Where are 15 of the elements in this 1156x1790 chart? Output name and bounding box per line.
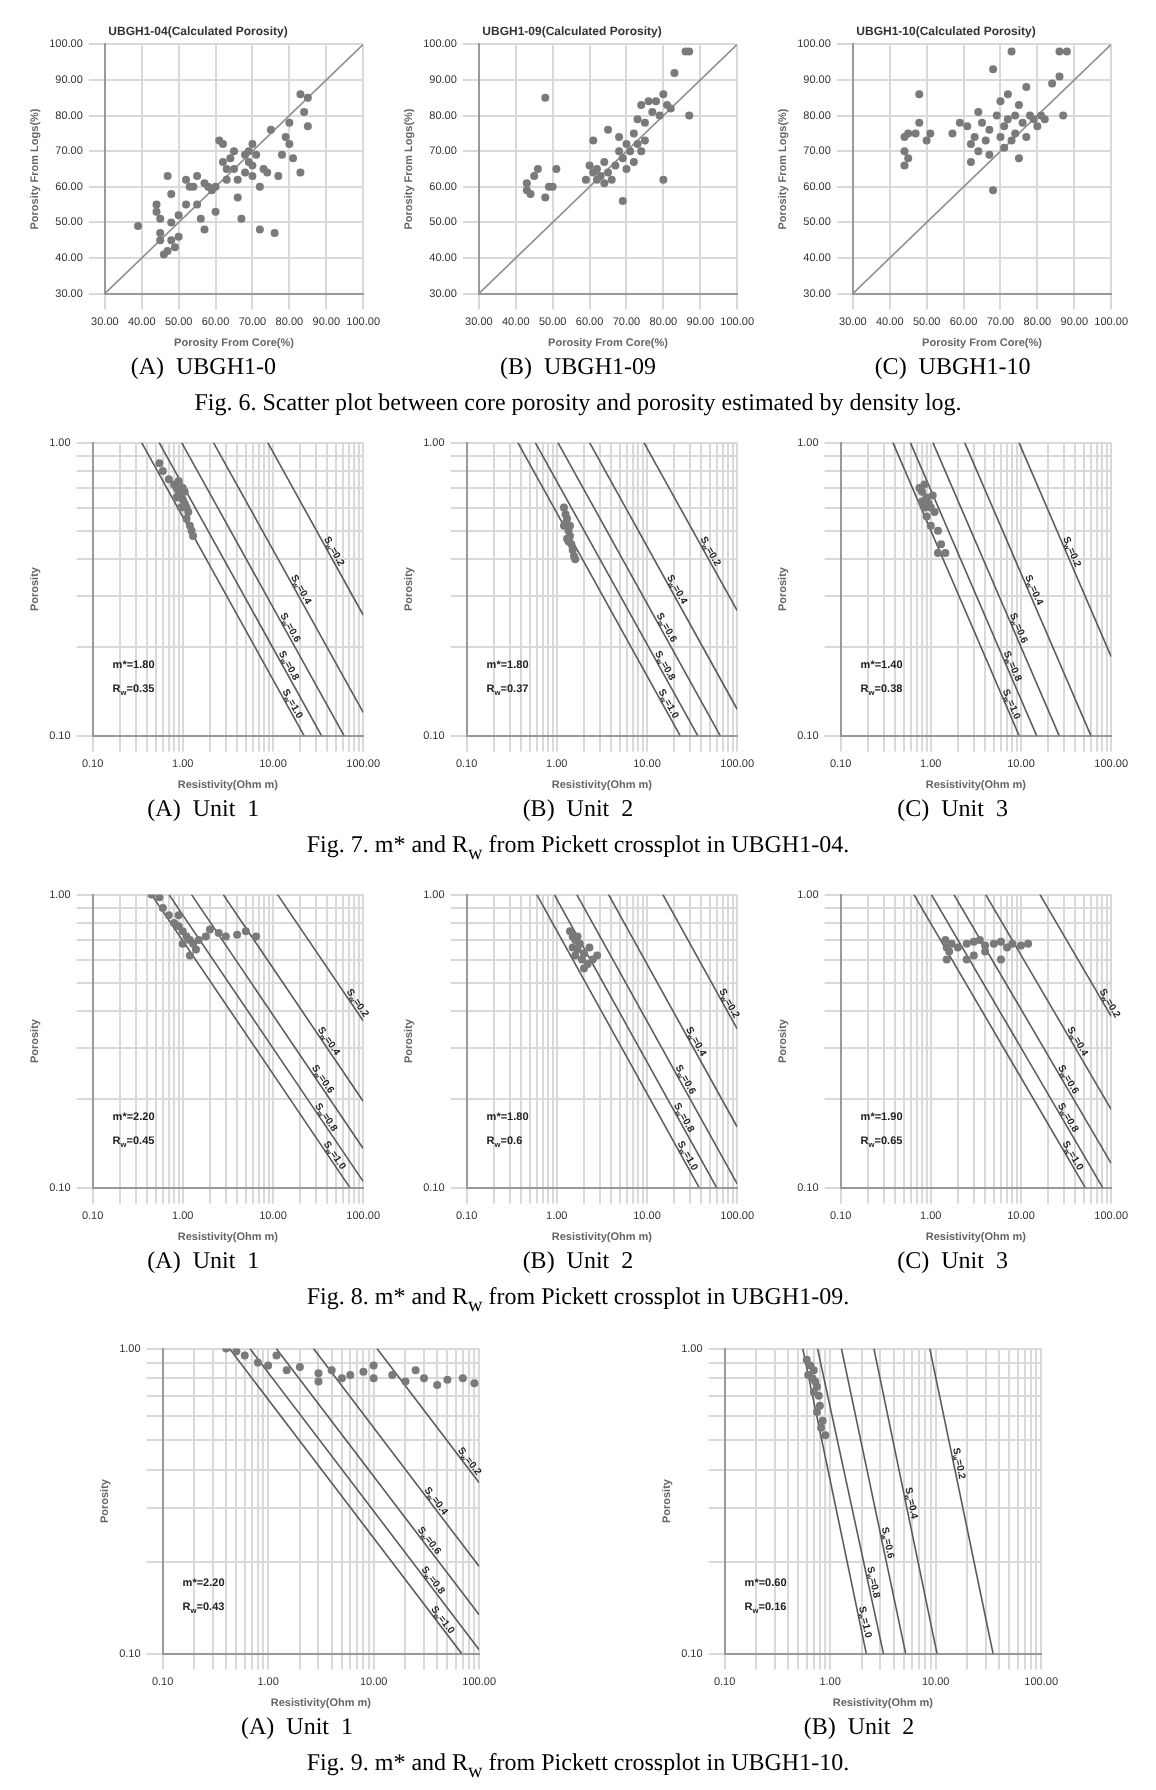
text: (B) Unit 2 [522,1246,634,1277]
text: (C) Unit 3 [897,1246,1008,1277]
text: Fig. 9. m* and R$_{w}$ from Pickett crossplot in UBGH1-10. [304,1745,852,1787]
text: (B) Unit 2 [522,794,634,824]
text: (B) UBGH1-09 [499,352,656,382]
text: Fig. 8. m* and R$_{w}$ from Pickett crossplot in UBGH1-09. [304,1280,852,1322]
text: (C) UBGH1-10 [874,352,1031,382]
text: (A) UBGH1-0 [130,352,276,382]
text: (A) Unit 1 [147,794,260,824]
text: (C) Unit 3 [897,794,1008,824]
text: Fig. 6. Scatter plot between core porosity and porosity estimated by density log. [192,386,964,418]
text: (B) Unit 2 [803,1711,915,1742]
text: (A) Unit 1 [147,1246,260,1277]
text: (A) Unit 1 [241,1711,353,1742]
text: Fig. 7. m* and R$_{w}$ from Pickett crossplot in UBGH1-04. [304,828,852,869]
